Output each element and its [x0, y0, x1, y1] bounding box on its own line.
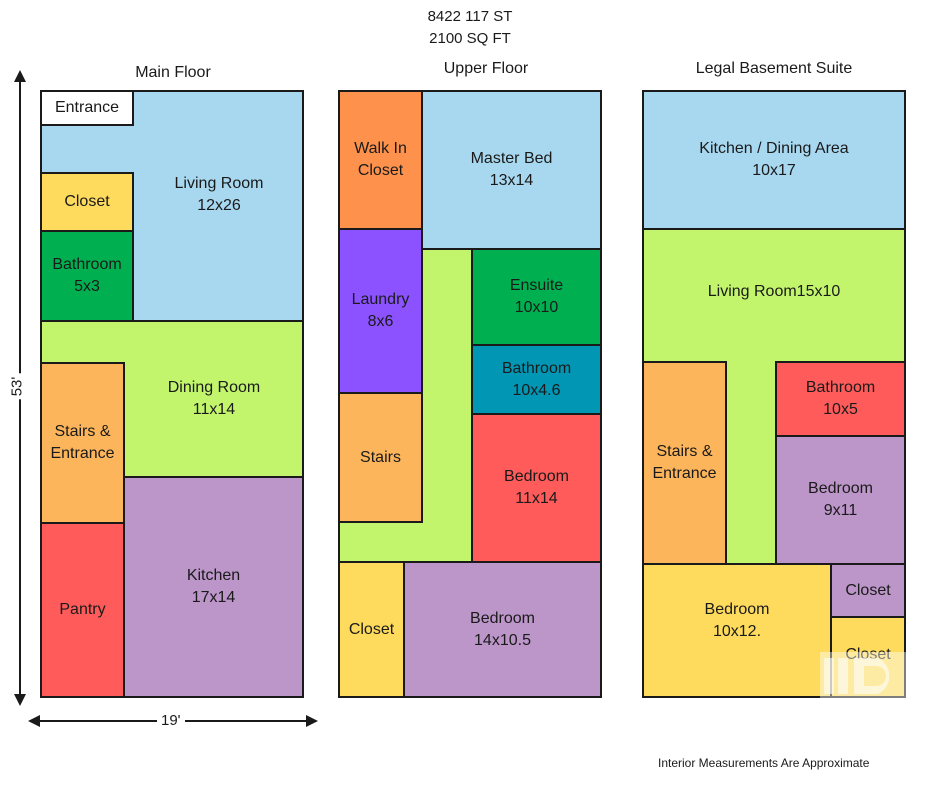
upper-bedroom-1: Bedroom 11x14 — [471, 413, 602, 563]
room-dims: 17x14 — [191, 589, 236, 606]
basement-floor-title: Legal Basement Suite — [695, 60, 853, 77]
room-name: Dining Room — [167, 379, 261, 396]
square-footage: 2100 SQ FT — [429, 30, 511, 47]
height-dimension: 53' — [8, 373, 26, 400]
room-dims: 10x4.6 — [512, 381, 561, 399]
width-arrow-left — [28, 715, 40, 727]
room-name: Living Room15x10 — [707, 283, 841, 300]
room-name: Stairs & Entrance — [50, 423, 115, 462]
room-name: Bedroom — [504, 468, 569, 485]
room-dims: 10x17 — [752, 162, 796, 179]
basement-stairs-entrance: Stairs & Entrance — [642, 361, 727, 565]
room-dims: 13x14 — [489, 172, 534, 189]
upper-bathroom: Bathroom 10x4.6 — [471, 344, 602, 415]
room-name: Laundry — [351, 291, 410, 308]
main-living-room-label: Living Room 12x26 — [134, 170, 304, 220]
basement-kitchen-dining: Kitchen / Dining Area 10x17 — [642, 90, 906, 230]
room-name: Stairs & Entrance — [652, 443, 717, 482]
room-name: Bathroom — [52, 256, 122, 273]
upper-closet: Closet — [338, 561, 405, 698]
room-name: Bathroom — [501, 359, 572, 377]
main-closet: Closet — [40, 172, 134, 232]
address: 8422 117 ST — [427, 8, 513, 25]
height-arrow-bottom — [14, 694, 26, 706]
room-dims: 10x12. — [712, 623, 762, 640]
room-name: Bedroom — [808, 480, 873, 497]
room-dims: 12x26 — [197, 197, 241, 214]
room-name: Closet — [845, 581, 891, 599]
room-dims: 5x3 — [74, 278, 100, 295]
basement-closet-1: Closet — [830, 563, 906, 618]
main-kitchen: Kitchen 17x14 — [123, 476, 304, 698]
upper-bedroom-2: Bedroom 14x10.5 — [403, 561, 602, 698]
main-floor-title: Main Floor — [135, 64, 211, 81]
main-pantry: Pantry — [40, 522, 125, 698]
room-name: Living Room — [174, 175, 264, 192]
room-dims: 14x10.5 — [474, 631, 531, 649]
width-arrow-right — [306, 715, 318, 727]
upper-master-bed: Master Bed 13x14 — [421, 90, 602, 250]
room-name: Bedroom — [470, 609, 535, 627]
upper-laundry: Laundry 8x6 — [338, 228, 423, 394]
main-entrance: Entrance — [40, 90, 134, 126]
upper-ensuite: Ensuite 10x10 — [471, 248, 602, 346]
room-dims: 11x14 — [192, 401, 236, 418]
room-name: Closet — [64, 193, 110, 210]
room-dims: 10x10 — [514, 299, 559, 316]
basement-bedroom-1: Bedroom 9x11 — [775, 435, 906, 565]
room-name: Closet — [348, 620, 395, 638]
room-name: Bedroom — [704, 601, 770, 618]
room-name: Ensuite — [509, 277, 564, 294]
room-dims: 10x5 — [823, 401, 858, 418]
room-name: Entrance — [54, 99, 120, 116]
measurement-note: Interior Measurements Are Approximate — [658, 756, 870, 770]
room-name: Pantry — [59, 601, 106, 618]
room-name: Kitchen / Dining Area — [699, 140, 849, 157]
room-name: Kitchen — [186, 567, 241, 584]
room-name: Bathroom — [805, 379, 876, 396]
room-name: Stairs — [360, 448, 401, 466]
watermark-logo — [820, 652, 906, 698]
room-name: Master Bed — [470, 150, 553, 167]
room-dims: 8x6 — [367, 313, 394, 330]
room-dims: 11x14 — [515, 490, 558, 507]
height-arrow-top — [14, 70, 26, 82]
upper-stairs: Stairs — [338, 392, 423, 523]
basement-bedroom-2: Bedroom 10x12. — [642, 563, 832, 698]
upper-floor-title: Upper Floor — [443, 60, 529, 77]
basement-living-room-label: Living Room15x10 — [642, 272, 906, 312]
main-bathroom: Bathroom 5x3 — [40, 230, 134, 322]
room-name: Walk In Closet — [354, 140, 407, 179]
room-dims: 9x11 — [823, 502, 858, 519]
main-stairs-entrance: Stairs & Entrance — [40, 362, 125, 524]
width-dimension: 19' — [157, 712, 185, 729]
